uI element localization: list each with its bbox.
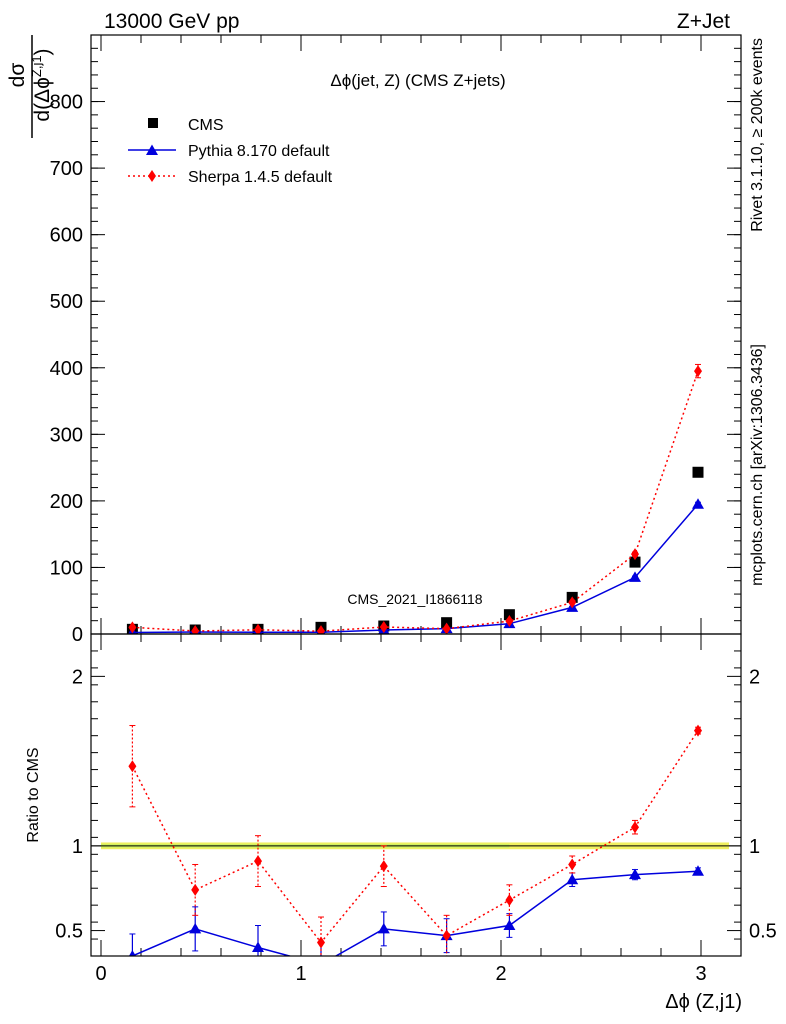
- main-y-tick-label: 500: [50, 291, 83, 313]
- side-label-mcplots: mcplots.cern.ch [arXiv:1306.3436]: [749, 344, 766, 586]
- ratio-point-sherpa: [505, 894, 514, 907]
- main-point-sherpa: [317, 625, 325, 634]
- x-tick-label: 0: [95, 963, 106, 985]
- ratio-y-tick-label-right: 2: [749, 666, 760, 688]
- ratio-plot-frame: [90, 633, 742, 957]
- y-axis-label-numerator: dσ: [6, 63, 29, 88]
- legend-item-cms: CMS: [148, 117, 224, 134]
- header-left: 13000 GeV pp: [104, 10, 239, 33]
- ratio-point-pythia: [692, 865, 704, 876]
- x-tick-label: 2: [495, 963, 506, 985]
- ratio-point-sherpa: [317, 936, 325, 949]
- chart-title: Δϕ(jet, Z) (CMS Z+jets): [330, 71, 505, 90]
- main-y-tick-label: 600: [50, 225, 83, 247]
- legend-label-pythia: Pythia 8.170 default: [188, 143, 330, 160]
- ratio-y-tick-label: 1: [72, 836, 83, 858]
- ratio-series-pythia: [128, 865, 704, 969]
- main-y-ticks: 0 100 200 300 400 500 600 700 800: [50, 34, 741, 646]
- legend-item-pythia: Pythia 8.170 default: [128, 143, 330, 160]
- main-y-tick-label: 800: [50, 92, 83, 114]
- watermark-analysis-id: CMS_2021_I1866118: [347, 591, 482, 607]
- main-point-pythia: [692, 498, 704, 509]
- main-y-tick-label: 100: [50, 557, 83, 579]
- main-y-tick-label: 200: [50, 491, 83, 513]
- ratio-point-pythia: [629, 868, 641, 880]
- ratio-point-pythia: [252, 941, 264, 953]
- ratio-point-sherpa: [191, 883, 200, 896]
- main-point-sherpa: [694, 365, 702, 378]
- legend-label-cms: CMS: [188, 117, 224, 134]
- ratio-point-pythia: [315, 958, 327, 969]
- main-point-cms: [629, 556, 641, 568]
- ratio-y-tick-label-right: 0.5: [749, 921, 777, 943]
- ratio-point-pythia: [189, 922, 202, 934]
- main-point-sherpa: [379, 621, 388, 634]
- ratio-x-ticks: 0 1 2 3: [95, 634, 742, 985]
- main-plot-panel: 0 100 200 300 400 500 600 700 800: [50, 34, 742, 646]
- ratio-point-sherpa: [379, 860, 388, 873]
- ratio-point-sherpa: [442, 929, 451, 942]
- legend-marker-sherpa: [148, 170, 156, 182]
- y-axis-label-denominator: d(ΔϕZ,j1): [29, 48, 54, 121]
- legend-label-sherpa: Sherpa 1.4.5 default: [188, 169, 333, 186]
- main-data: [126, 363, 704, 634]
- x-tick-label: 3: [695, 963, 706, 985]
- ratio-line-pythia: [132, 870, 699, 956]
- main-point-sherpa: [631, 548, 639, 561]
- main-x-ticks: [100, 35, 742, 634]
- ratio-y-tick-label: 2: [72, 666, 83, 688]
- ratio-point-pythia: [566, 873, 579, 885]
- y-axis-label-main: dσ d(ΔϕZ,j1): [6, 35, 54, 138]
- main-point-sherpa: [254, 623, 262, 634]
- main-point-sherpa: [442, 622, 451, 634]
- main-y-tick-label: 300: [50, 424, 83, 446]
- x-axis-label: Δϕ (Z,j1): [665, 991, 742, 1013]
- legend-marker-pythia: [146, 144, 158, 155]
- main-point-cms: [692, 466, 704, 478]
- y-axis-label-den-sup: Z,j1: [29, 55, 44, 77]
- ratio-plot-panel: 0.5 0.5 1 1 2 2 0 1 2 3: [55, 634, 777, 985]
- ratio-point-pythia: [503, 919, 516, 930]
- main-y-tick-label: 400: [50, 358, 83, 380]
- ratio-data: [91, 724, 741, 969]
- main-series-sherpa: [128, 363, 702, 634]
- ratio-point-sherpa: [254, 855, 262, 868]
- ratio-y-ticks: 0.5 0.5 1 1 2 2: [55, 650, 777, 957]
- main-point-sherpa: [128, 621, 137, 634]
- y-axis-label-ratio: Ratio to CMS: [25, 747, 42, 842]
- ratio-y-tick-label-right: 1: [749, 836, 760, 858]
- legend-item-sherpa: Sherpa 1.4.5 default: [128, 169, 333, 186]
- main-line-pythia: [132, 503, 699, 634]
- main-y-tick-label: 0: [72, 624, 83, 646]
- ratio-point-pythia: [377, 922, 390, 934]
- side-label-rivet: Rivet 3.1.10, ≥ 200k events: [749, 38, 766, 232]
- main-point-cms: [503, 609, 515, 621]
- main-point-pythia: [629, 571, 641, 582]
- ratio-point-sherpa: [568, 858, 577, 871]
- ratio-point-sherpa: [694, 724, 702, 737]
- main-point-sherpa: [568, 596, 577, 609]
- ratio-point-sherpa: [631, 821, 639, 834]
- ratio-series-sherpa: [128, 724, 702, 956]
- y-axis-label-den-close: ): [31, 48, 54, 55]
- ratio-line-sherpa: [131, 730, 699, 944]
- legend: CMS Pythia 8.170 default Sherpa 1.4.5 de…: [128, 117, 333, 186]
- x-tick-label: 1: [295, 963, 306, 985]
- header-right: Z+Jet: [677, 10, 730, 33]
- ratio-point-sherpa: [128, 760, 137, 773]
- ratio-point-pythia: [128, 950, 136, 956]
- ratio-y-tick-label: 0.5: [55, 921, 83, 943]
- main-point-sherpa: [191, 625, 200, 634]
- legend-marker-cms: [148, 118, 158, 128]
- main-point-sherpa: [505, 615, 514, 628]
- main-y-tick-label: 700: [50, 158, 83, 180]
- y-axis-label-den-main: d(Δϕ: [31, 77, 54, 121]
- main-series-cms: [126, 466, 704, 634]
